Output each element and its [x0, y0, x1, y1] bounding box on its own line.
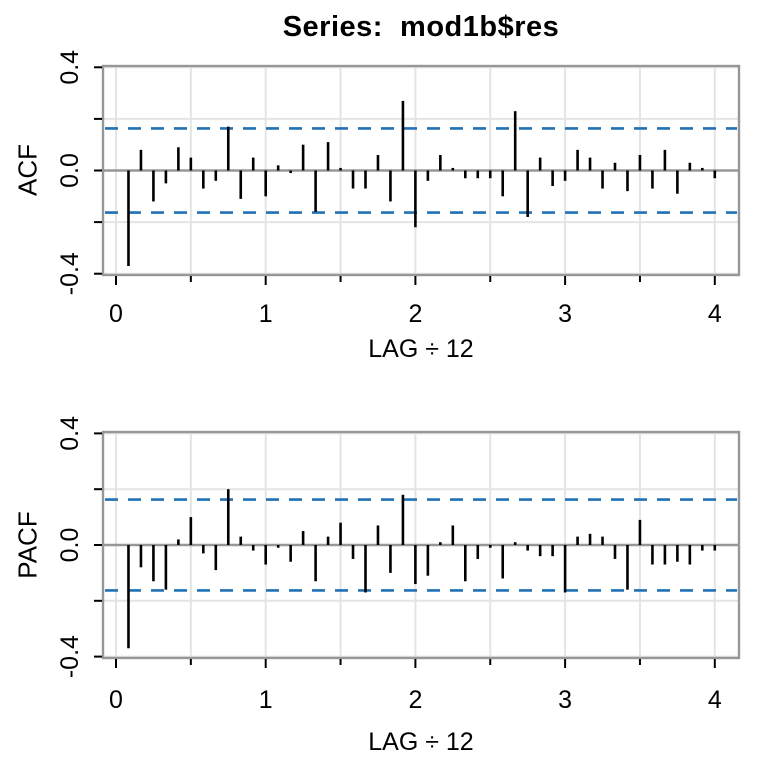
pacf-frame: [101, 430, 741, 660]
acf-xtick-label-4: 4: [708, 300, 722, 328]
acf-x-axis-label: LAG ÷ 12: [368, 335, 474, 363]
acf-ticks: [94, 66, 716, 285]
pacf-ticks: [94, 432, 716, 668]
acf-bars: [127, 100, 717, 266]
pacf-xtick-label-2: 2: [408, 686, 422, 714]
acf-ytick-label-0.4: 0.4: [56, 50, 84, 85]
pacf-panel: 0 1 2 3 4 0.4 0.0 -0.4: [56, 416, 741, 714]
pacf-xtick-label-0: 0: [109, 686, 123, 714]
acf-panel: 0 1 2 3 4 0.4 0.0 -0.4: [56, 50, 741, 328]
pacf-xtick-label-3: 3: [558, 686, 572, 714]
acf-ytick-label--0.4: -0.4: [56, 252, 84, 295]
pacf-xtick-label-4: 4: [708, 686, 722, 714]
pacf-x-axis-label: LAG ÷ 12: [368, 728, 474, 756]
acf-ytick-label-0.0: 0.0: [56, 153, 84, 188]
pacf-bars: [127, 489, 717, 649]
pacf-ytick-label--0.4: -0.4: [56, 635, 84, 678]
pacf-xtick-label-1: 1: [259, 686, 273, 714]
acf-frame: [101, 64, 741, 277]
acf-xtick-label-1: 1: [259, 300, 273, 328]
pacf-ytick-label-0.4: 0.4: [56, 416, 84, 451]
acf-xtick-label-2: 2: [408, 300, 422, 328]
acf-xtick-label-0: 0: [109, 300, 123, 328]
pacf-ytick-label-0.0: 0.0: [56, 528, 84, 563]
figure-title: Series: mod1b$res: [282, 11, 560, 43]
acf-xtick-label-3: 3: [558, 300, 572, 328]
